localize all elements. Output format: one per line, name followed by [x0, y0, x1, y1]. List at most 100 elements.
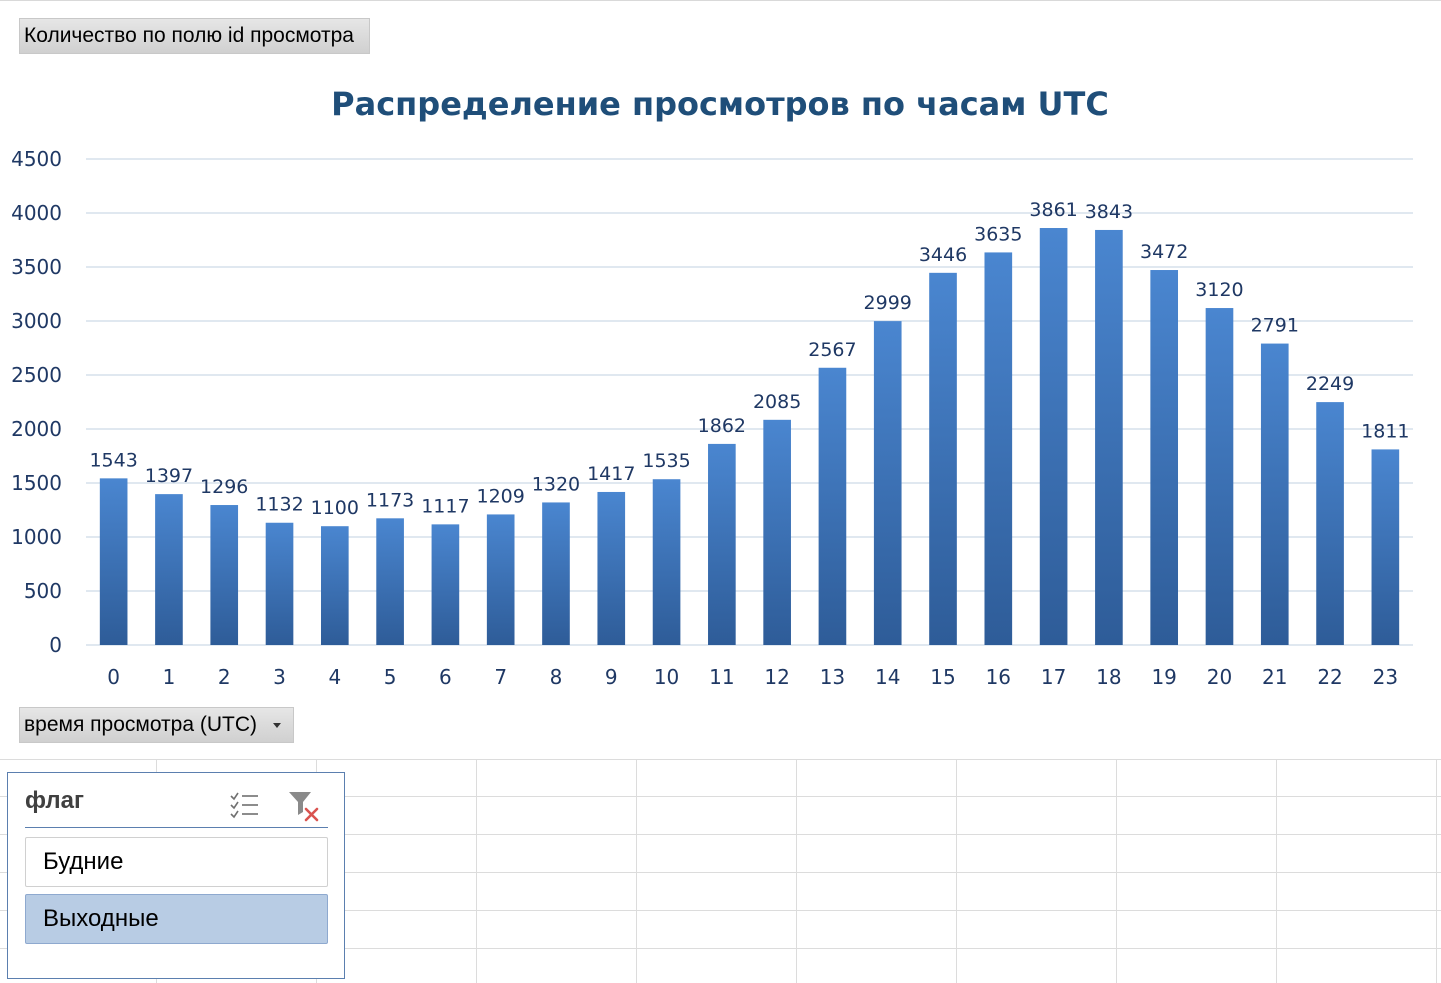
slicer-header: флаг: [25, 781, 328, 828]
bar-hour-0[interactable]: [99, 478, 128, 645]
data-label: 1132: [255, 494, 303, 516]
data-label: 1320: [532, 473, 580, 495]
y-tick-label: 2500: [11, 363, 62, 387]
x-tick-label: 18: [1096, 665, 1121, 689]
x-tick-label: 16: [986, 665, 1011, 689]
x-tick-label: 15: [930, 665, 955, 689]
bar-hour-8[interactable]: [542, 502, 570, 645]
values-field-label: Количество по полю id просмотра: [24, 24, 354, 47]
data-label: 1543: [89, 449, 137, 471]
bar-hour-22[interactable]: [1316, 402, 1344, 645]
x-tick-label: 4: [328, 665, 341, 689]
data-label: 1862: [698, 415, 746, 437]
x-tick-label: 22: [1317, 665, 1342, 689]
x-tick-label: 2: [218, 665, 231, 689]
data-label: 2567: [808, 339, 856, 361]
slicer-item-label: Выходные: [43, 905, 159, 932]
data-labels: 1543 1397 1296 1132 1100 1173 1117 1209 1320 1417…: [89, 199, 1409, 519]
y-tick-label: 0: [49, 633, 62, 657]
bar-hour-18[interactable]: [1095, 229, 1123, 645]
y-tick-label: 4500: [11, 147, 62, 171]
x-tick-label: 9: [605, 665, 618, 689]
values-field-button[interactable]: Количество по полю id просмотра: [19, 18, 370, 54]
bar-hour-9[interactable]: [597, 491, 626, 645]
data-label: 1296: [200, 476, 248, 498]
slicer-item-label: Будние: [43, 848, 124, 875]
y-tick-label: 1000: [11, 525, 62, 549]
data-label: 2999: [864, 292, 912, 314]
data-label: 1209: [477, 485, 525, 507]
x-tick-label: 12: [764, 665, 789, 689]
bar-hour-16[interactable]: [984, 252, 1013, 646]
bar-hour-21[interactable]: [1260, 343, 1289, 645]
y-tick-label: 1500: [11, 471, 62, 495]
bars: [99, 228, 1400, 646]
bar-hour-10[interactable]: [652, 479, 681, 645]
x-tick-label: 23: [1373, 665, 1398, 689]
x-tick-label: 21: [1262, 665, 1287, 689]
slicer-item-weekend[interactable]: Выходные: [25, 894, 328, 944]
x-tick-label: 0: [107, 665, 120, 689]
slicer-flag[interactable]: флаг Будние Выходные: [7, 772, 345, 979]
x-tick-label: 13: [820, 665, 845, 689]
x-tick-label: 10: [654, 665, 679, 689]
data-label: 1173: [366, 489, 414, 511]
y-axis-ticks: 0 500 1000 1500 2000 2500 3000 3500 4000 4500: [11, 147, 62, 657]
data-label: 1397: [145, 465, 193, 487]
pivot-chart[interactable]: Распределение просмотров по часам UTC 0 5…: [0, 0, 1441, 758]
bar-hour-12[interactable]: [763, 419, 791, 645]
bar-chart-canvas: Распределение просмотров по часам UTC 0 5…: [11, 85, 1413, 689]
x-tick-label: 19: [1151, 665, 1176, 689]
slicer-title: флаг: [25, 787, 84, 814]
data-label: 2249: [1306, 373, 1354, 395]
dropdown-arrow-icon[interactable]: [273, 723, 281, 728]
x-tick-label: 8: [550, 665, 563, 689]
bar-hour-5[interactable]: [376, 518, 404, 645]
bar-hour-14[interactable]: [873, 321, 902, 645]
x-tick-label: 14: [875, 665, 900, 689]
bar-hour-17[interactable]: [1039, 228, 1068, 645]
bar-hour-11[interactable]: [708, 443, 736, 645]
x-tick-label: 11: [709, 665, 734, 689]
bar-hour-19[interactable]: [1150, 270, 1179, 645]
slicer-item-weekdays[interactable]: Будние: [25, 837, 328, 887]
data-label: 3843: [1085, 201, 1133, 223]
x-tick-label: 3: [273, 665, 286, 689]
bar-hour-1[interactable]: [155, 494, 183, 645]
data-label: 3120: [1195, 279, 1243, 301]
data-label: 3861: [1029, 199, 1077, 221]
clear-filter-icon[interactable]: [287, 789, 321, 823]
bar-hour-4[interactable]: [320, 526, 349, 645]
bar-hour-7[interactable]: [486, 514, 515, 645]
x-tick-label: 5: [384, 665, 397, 689]
data-label: 3635: [974, 223, 1022, 245]
axis-field-label: время просмотра (UTC): [24, 713, 257, 736]
data-label: 3472: [1140, 241, 1188, 263]
multi-select-icon[interactable]: [229, 791, 259, 819]
data-label: 3446: [919, 244, 967, 266]
x-tick-label: 7: [494, 665, 507, 689]
bar-hour-2[interactable]: [210, 505, 239, 645]
data-label: 1417: [587, 463, 635, 485]
bar-hour-20[interactable]: [1205, 308, 1234, 645]
y-tick-label: 3000: [11, 309, 62, 333]
x-axis-ticks: 0 1 2 3 4 5 6 7 8 9 10 11 12 13 14 15 16 17 18 19 20 21 22 23: [107, 665, 1398, 689]
bar-hour-23[interactable]: [1371, 449, 1400, 645]
data-label: 1535: [642, 450, 690, 472]
x-tick-label: 6: [439, 665, 452, 689]
y-tick-label: 2000: [11, 417, 62, 441]
axis-field-button[interactable]: время просмотра (UTC): [19, 707, 294, 743]
data-label: 2791: [1251, 315, 1299, 337]
y-tick-label: 3500: [11, 255, 62, 279]
x-tick-label: 17: [1041, 665, 1066, 689]
bar-hour-3[interactable]: [265, 522, 294, 645]
bar-hour-13[interactable]: [818, 367, 847, 645]
gridlines: [86, 158, 1413, 646]
x-tick-label: 1: [163, 665, 176, 689]
x-tick-label: 20: [1207, 665, 1232, 689]
data-label: 1117: [421, 495, 469, 517]
bar-hour-6[interactable]: [431, 524, 460, 645]
y-tick-label: 4000: [11, 201, 62, 225]
bar-hour-15[interactable]: [929, 272, 957, 645]
chart-title: Распределение просмотров по часам UTC: [331, 85, 1109, 123]
